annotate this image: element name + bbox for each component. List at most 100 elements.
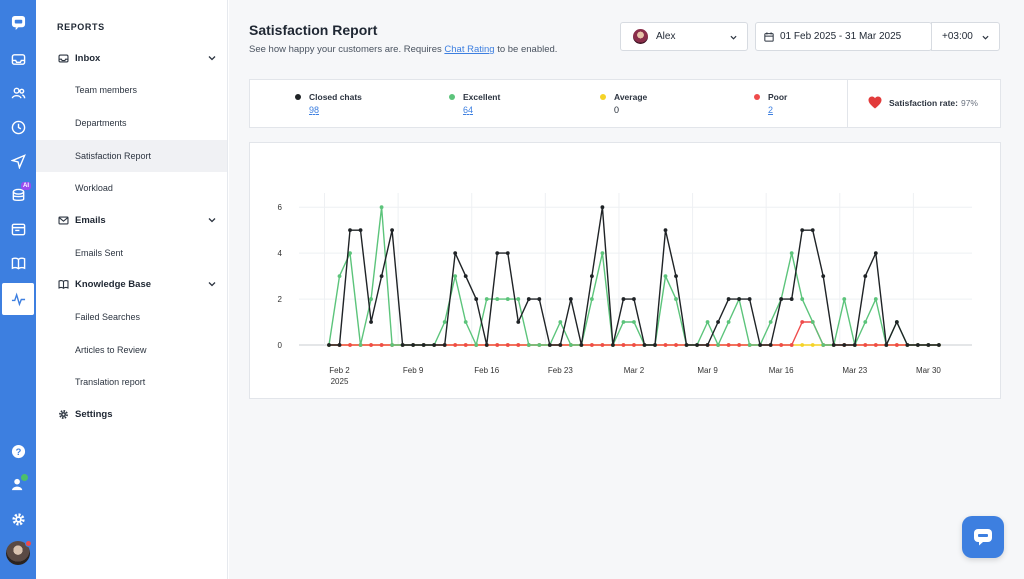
data-point-excellent bbox=[621, 320, 626, 324]
data-point-poor bbox=[369, 343, 373, 347]
reports-sidebar: REPORTS Inbox Team members Departments S… bbox=[36, 0, 228, 579]
chat-rating-link[interactable]: Chat Rating bbox=[444, 44, 495, 55]
satisfaction-chart-svg: 0 2 4 6 Feb 2 2025 Feb 9 Feb 16 Feb 23 Mar 2 Mar 9… bbox=[278, 193, 972, 386]
data-point-closed-chats bbox=[463, 274, 468, 278]
data-point-excellent bbox=[705, 320, 710, 324]
date-range-picker[interactable]: 01 Feb 2025 - 31 Mar 2025 bbox=[755, 22, 932, 51]
data-point-poor bbox=[863, 343, 868, 347]
data-point-closed-chats bbox=[663, 228, 668, 233]
user-avatar[interactable] bbox=[6, 540, 32, 565]
data-point-closed-chats bbox=[600, 205, 605, 210]
agent-select[interactable]: Alex bbox=[620, 22, 748, 51]
data-point-poor bbox=[505, 343, 510, 347]
data-point-excellent bbox=[800, 297, 805, 301]
ticket-icon[interactable] bbox=[0, 213, 36, 245]
data-point-closed-chats bbox=[674, 274, 678, 278]
data-point-closed-chats bbox=[327, 343, 331, 347]
sidebar-item-translation-report[interactable]: Translation report bbox=[75, 377, 146, 387]
data-point-closed-chats bbox=[379, 274, 384, 278]
data-point-excellent bbox=[337, 274, 342, 278]
legend-dot bbox=[295, 94, 301, 100]
satisfaction-rate: Satisfaction rate: 97% bbox=[868, 96, 978, 109]
divider bbox=[847, 80, 848, 127]
series-line-poor bbox=[329, 321, 939, 346]
data-point-closed-chats bbox=[537, 297, 542, 301]
stat-value[interactable]: 64 bbox=[463, 105, 474, 115]
chevron-down-icon bbox=[208, 218, 216, 223]
data-point-excellent bbox=[842, 297, 847, 301]
sidebar-item-satisfaction-report[interactable]: Satisfaction Report bbox=[36, 140, 227, 172]
data-point-closed-chats bbox=[358, 228, 363, 233]
data-point-average bbox=[800, 343, 805, 347]
sidebar-item-failed-searches[interactable]: Failed Searches bbox=[75, 312, 141, 322]
data-point-closed-chats bbox=[611, 343, 615, 347]
data-point-poor bbox=[873, 343, 878, 347]
clock-icon[interactable] bbox=[0, 111, 36, 143]
data-point-closed-chats bbox=[758, 343, 763, 347]
data-point-excellent bbox=[600, 251, 605, 256]
data-point-excellent bbox=[558, 320, 563, 324]
sidebar-item-articles-to-review[interactable]: Articles to Review bbox=[75, 345, 147, 355]
sidebar-item-emails-sent[interactable]: Emails Sent bbox=[75, 248, 124, 258]
data-point-poor bbox=[589, 343, 594, 347]
page-subtitle: See how happy your customers are. Requir… bbox=[249, 44, 557, 55]
inbox-icon bbox=[58, 54, 69, 62]
sidebar-section-settings[interactable]: Settings bbox=[36, 402, 228, 426]
data-point-excellent bbox=[526, 343, 531, 347]
gear-icon bbox=[59, 409, 68, 419]
data-point-closed-chats bbox=[726, 297, 731, 301]
stat-value[interactable]: 2 bbox=[768, 105, 774, 115]
agent-select-value: Alex bbox=[656, 31, 676, 42]
data-point-closed-chats bbox=[369, 320, 373, 324]
data-point-excellent bbox=[632, 320, 636, 324]
data-point-average bbox=[810, 343, 815, 347]
sidebar-item-departments[interactable]: Departments bbox=[75, 118, 127, 128]
data-point-closed-chats bbox=[621, 297, 626, 301]
icon-rail: AI ? bbox=[0, 0, 36, 579]
sidebar-section-label: Knowledge Base bbox=[75, 278, 152, 290]
timezone-select[interactable]: +03:00 bbox=[931, 22, 1000, 51]
data-point-closed-chats bbox=[474, 297, 479, 301]
data-point-excellent bbox=[442, 320, 447, 324]
chevron-down-icon bbox=[208, 282, 216, 287]
data-point-excellent bbox=[358, 343, 363, 347]
reports-icon[interactable] bbox=[2, 283, 34, 315]
calendar-icon bbox=[764, 31, 774, 42]
help-icon[interactable]: ? bbox=[0, 435, 36, 467]
send-icon[interactable] bbox=[0, 145, 36, 177]
sidebar-section-emails[interactable]: Emails bbox=[36, 208, 228, 232]
user-status-icon[interactable] bbox=[0, 468, 36, 500]
x-tick-label: Mar 9 bbox=[697, 366, 718, 375]
data-point-closed-chats bbox=[684, 343, 689, 347]
stat-poor: Poor 2 bbox=[754, 92, 787, 115]
sidebar-item-workload[interactable]: Workload bbox=[75, 183, 113, 193]
data-point-closed-chats bbox=[915, 343, 920, 347]
ai-bot-icon[interactable]: AI bbox=[0, 179, 36, 211]
chat-widget-button[interactable] bbox=[962, 516, 1004, 558]
data-point-closed-chats bbox=[653, 343, 657, 347]
data-point-closed-chats bbox=[863, 274, 868, 278]
data-point-closed-chats bbox=[831, 343, 836, 347]
data-point-poor bbox=[789, 343, 794, 347]
stats-summary: Closed chats 98 Excellent 64 Average 0 P… bbox=[249, 79, 1001, 128]
sidebar-section-inbox[interactable]: Inbox bbox=[36, 46, 228, 70]
users-icon[interactable] bbox=[0, 77, 36, 109]
book-icon[interactable] bbox=[0, 247, 36, 279]
data-point-closed-chats bbox=[800, 228, 805, 233]
data-point-closed-chats bbox=[810, 228, 815, 233]
x-tick-label: Feb 23 bbox=[548, 366, 573, 375]
data-point-excellent bbox=[463, 320, 468, 324]
sidebar-section-knowledge-base[interactable]: Knowledge Base bbox=[36, 272, 228, 296]
data-point-poor bbox=[379, 343, 384, 347]
data-point-excellent bbox=[726, 320, 731, 324]
subtitle-text: See how happy your customers are. Requir… bbox=[249, 44, 445, 55]
sidebar-item-team-members[interactable]: Team members bbox=[75, 85, 138, 95]
stat-value[interactable]: 98 bbox=[309, 105, 320, 115]
gear-icon[interactable] bbox=[0, 503, 36, 535]
data-point-closed-chats bbox=[789, 297, 794, 301]
y-tick-label: 2 bbox=[278, 295, 283, 304]
series-line-excellent bbox=[328, 206, 939, 346]
inbox-icon[interactable] bbox=[0, 43, 36, 75]
subtitle-text-end: to be enabled. bbox=[494, 44, 558, 55]
chat-logo-icon[interactable] bbox=[0, 6, 36, 38]
